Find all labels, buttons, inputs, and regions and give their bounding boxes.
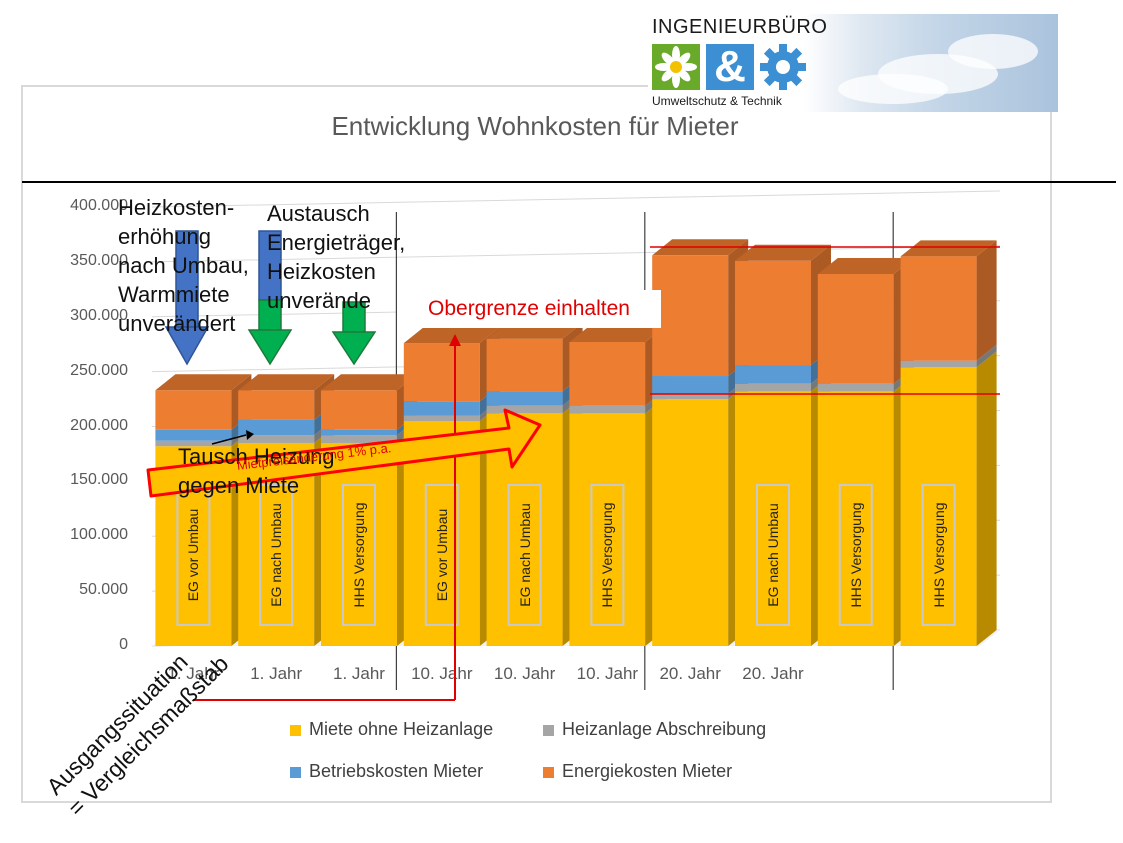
bar-segment xyxy=(900,256,977,361)
annotation-austausch: Austausch Energieträger, Heizkosten unve… xyxy=(267,201,406,313)
y-tick-label: 400.000 xyxy=(70,197,128,214)
bar-segment xyxy=(652,393,729,400)
bar-inner-label: HHS Versorgung xyxy=(847,502,864,608)
gridline xyxy=(151,190,1001,208)
chart-title: Entwicklung Wohnkosten für Mieter xyxy=(331,111,739,141)
bar-segment xyxy=(735,391,811,646)
company-logo: INGENIEURBÜRO & xyxy=(648,14,1058,112)
bar-label-box xyxy=(838,484,873,626)
legend-label: Heizanlage Abschreibung xyxy=(562,719,767,739)
y-tick-label: 50.000 xyxy=(79,581,128,599)
bar-segment xyxy=(403,401,480,416)
x-tick-label: 1. Jahr xyxy=(250,664,303,683)
y-tick-label: 100.000 xyxy=(70,526,128,544)
bar-segment xyxy=(569,405,646,414)
legend-item: Energiekosten Mieter xyxy=(543,761,732,782)
x-tick-label: 10. Jahr xyxy=(411,664,473,683)
y-tick-label: 350.000 xyxy=(70,251,128,269)
y-tick-label: 0 xyxy=(119,636,128,653)
x-tick-label: 1. Jahr xyxy=(333,664,385,683)
gridline xyxy=(151,245,1001,263)
bar-inner-label: EG nach Umbau xyxy=(765,503,781,607)
bar-top xyxy=(569,325,666,342)
x-tick-label: 10. Jahr xyxy=(576,664,639,683)
bar-label-box xyxy=(921,484,956,626)
bar-top xyxy=(238,374,335,391)
bar-label-box xyxy=(756,484,790,626)
bar-segment xyxy=(652,376,729,394)
annotation-heizkosten: Heizkosten- erhöhung nach Umbau, Warmmie… xyxy=(118,195,249,336)
x-tick-label: 10. Jahr xyxy=(493,664,556,683)
bar-segment xyxy=(900,367,977,646)
bar-segment xyxy=(155,390,232,430)
bar-segment xyxy=(569,413,646,646)
bar-segment xyxy=(652,255,729,377)
legend-swatch xyxy=(290,724,301,736)
y-tick-label: 250.000 xyxy=(70,361,128,379)
legend-item: Betriebskosten Mieter xyxy=(290,761,483,782)
bar-top xyxy=(817,257,914,274)
bar-inner-label: EG vor Umbau xyxy=(185,508,202,602)
bar-top xyxy=(735,244,831,261)
legend-label: Energiekosten Mieter xyxy=(562,761,733,781)
bar-segment xyxy=(817,273,894,384)
flower-icon xyxy=(652,44,700,90)
bar-segment xyxy=(238,390,315,420)
bar-segment xyxy=(486,338,563,392)
x-tick-label: 1. Jahr xyxy=(167,664,220,683)
bar-inner-label: HHS Versorgung xyxy=(351,502,367,608)
bar-side xyxy=(976,351,997,646)
ampersand-icon: & xyxy=(706,44,754,90)
legend-item: Miete ohne Heizanlage xyxy=(290,719,493,740)
bar-label-box xyxy=(590,484,625,626)
bar-segment xyxy=(321,390,397,430)
legend-label: Betriebskosten Mieter xyxy=(309,761,484,781)
x-tick-label: 20. Jahr xyxy=(742,664,804,683)
bar-segment xyxy=(403,415,480,422)
bar-segment xyxy=(817,383,894,392)
bar-inner-label: HHS Versorgung xyxy=(930,502,947,608)
bar-inner-label: EG nach Umbau xyxy=(268,503,285,607)
bar-segment xyxy=(486,405,563,414)
y-tick-label: 150.000 xyxy=(70,471,128,489)
bar-segment xyxy=(817,391,894,646)
bar-segment xyxy=(321,429,397,436)
upper-limit-label: Obergrenze einhalten xyxy=(397,290,661,328)
bar-segment xyxy=(486,391,563,406)
bar-segment xyxy=(900,360,977,368)
bar-side xyxy=(976,240,997,361)
bar-segment xyxy=(652,399,729,646)
legend-item: Heizanlage Abschreibung xyxy=(543,719,766,740)
horizontal-divider xyxy=(22,181,1116,183)
bar-segment xyxy=(403,343,480,402)
logo-name: INGENIEURBÜRO xyxy=(652,16,828,38)
bar-side xyxy=(976,344,997,368)
x-tick-label: 20. Jahr xyxy=(659,664,721,683)
annotation-tausch: Tausch Heizung gegen Miete xyxy=(178,444,335,498)
bar-top xyxy=(155,374,252,391)
y-tick-label: 300.000 xyxy=(70,306,128,324)
bar-inner-label: EG vor Umbau xyxy=(433,508,450,602)
bar-segment xyxy=(735,383,811,392)
y-tick-label: 200.000 xyxy=(70,416,128,434)
legend-swatch xyxy=(290,766,301,778)
bar-segment xyxy=(155,429,232,441)
bar-top xyxy=(321,374,417,391)
bar-segment xyxy=(238,419,315,436)
logo-subtitle: Umweltschutz & Technik xyxy=(652,94,782,108)
bar-segment xyxy=(569,341,646,406)
bar-inner-label: EG nach Umbau xyxy=(516,503,533,607)
bar-top xyxy=(900,240,997,257)
legend-swatch xyxy=(543,724,554,736)
bar-inner-label: HHS Versorgung xyxy=(599,502,616,608)
bar-segment xyxy=(735,365,811,384)
legend-swatch xyxy=(543,766,554,778)
legend-label: Miete ohne Heizanlage xyxy=(309,719,494,739)
gear-icon xyxy=(758,42,808,92)
bar-segment xyxy=(735,260,811,366)
